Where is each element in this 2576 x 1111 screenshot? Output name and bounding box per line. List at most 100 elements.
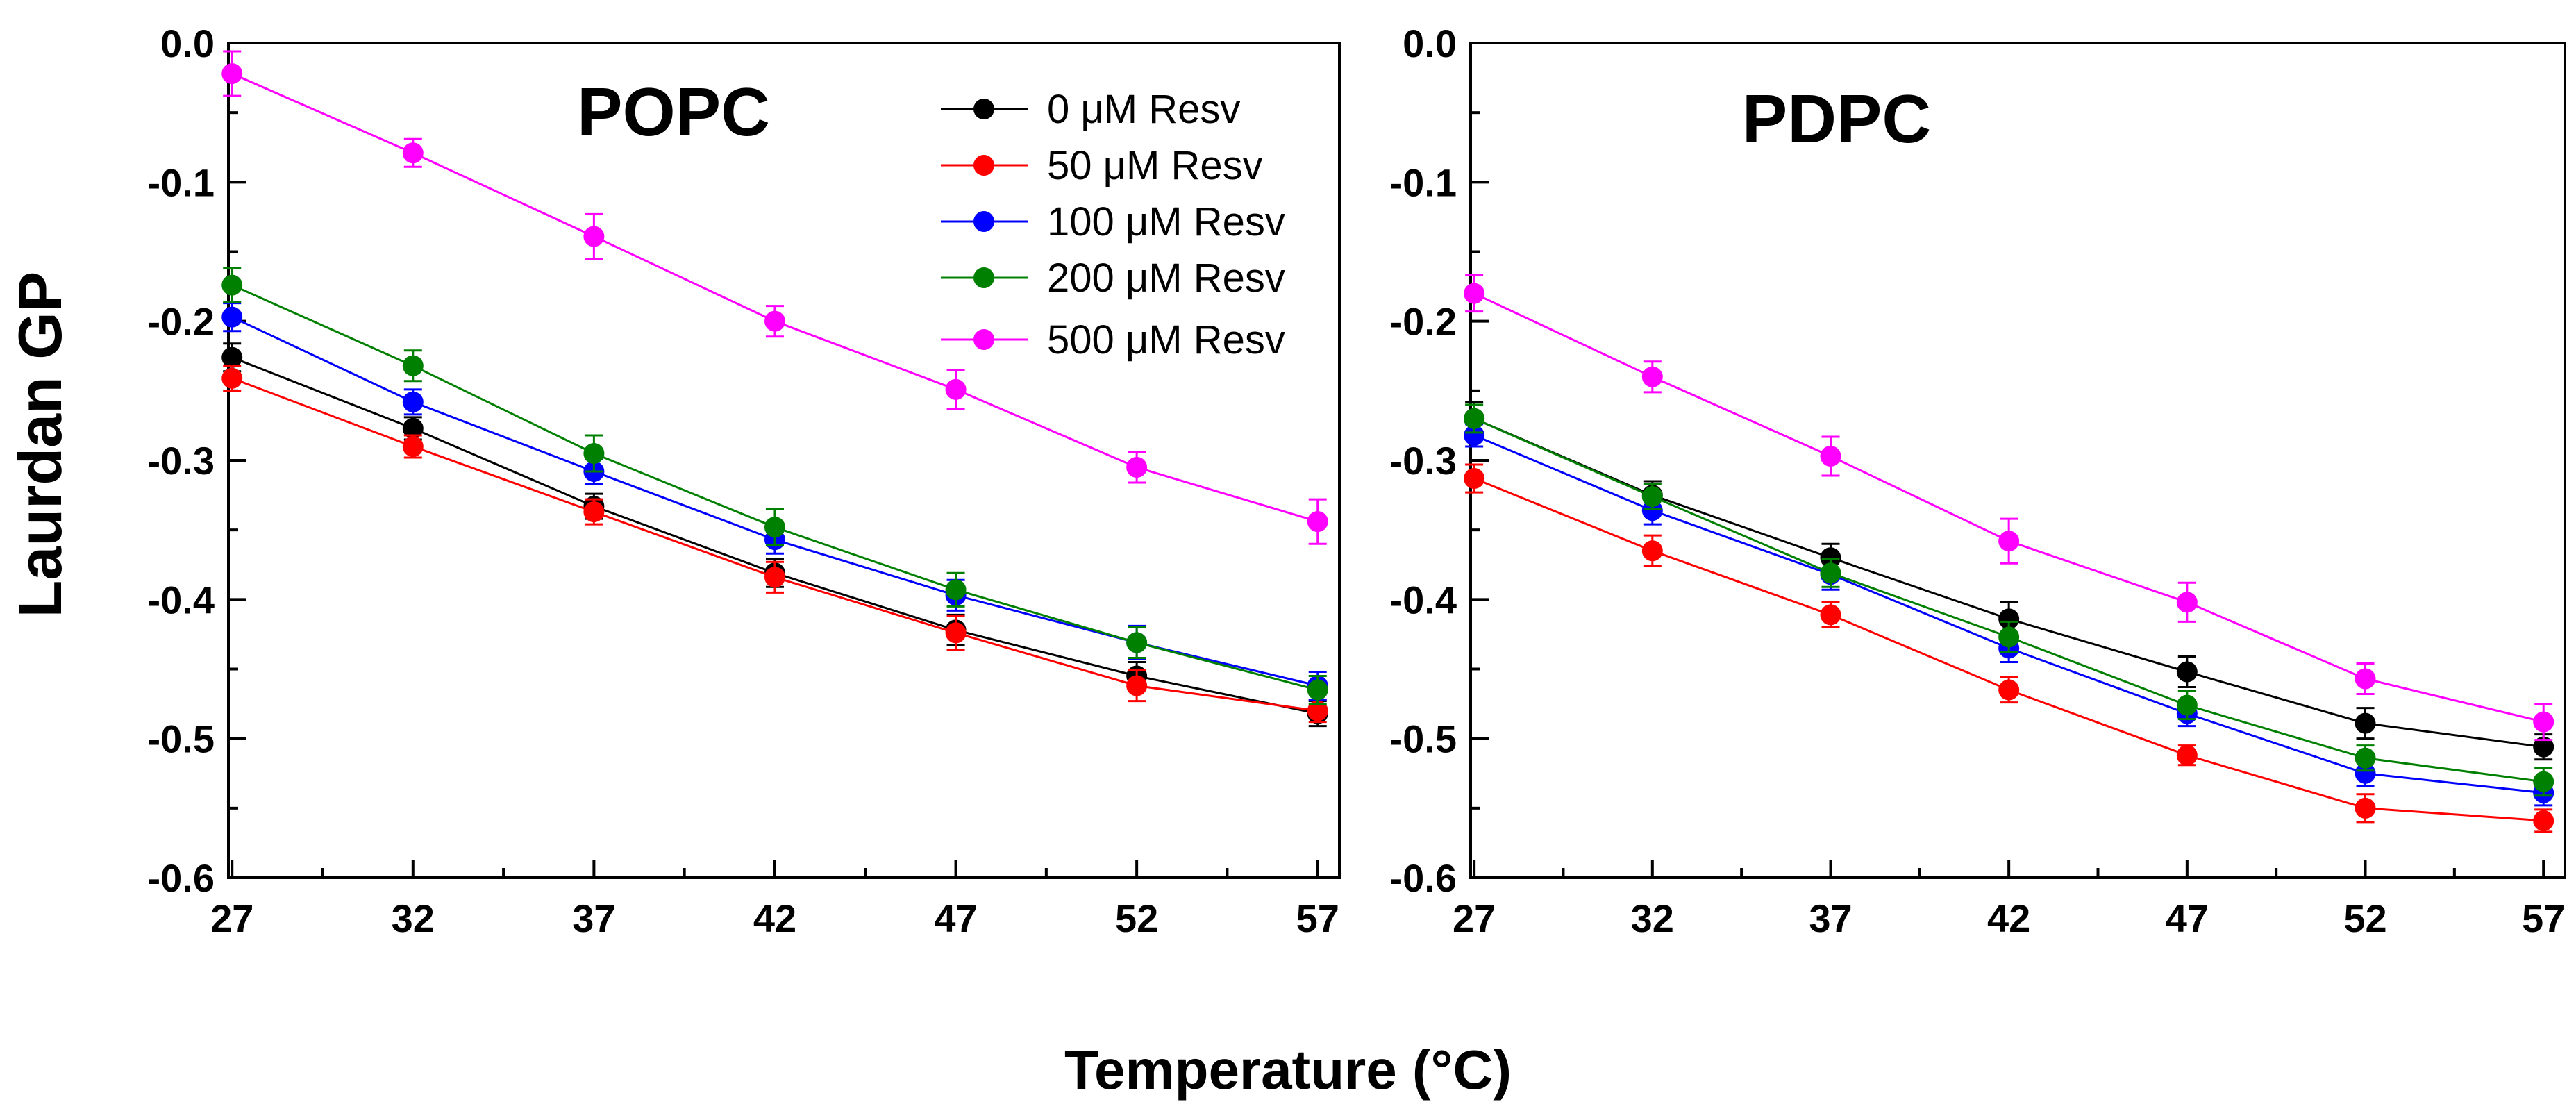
legend-label-500-resv: 500 μM Resv	[1047, 317, 1285, 362]
popc-point-50-m-resv	[1126, 675, 1148, 696]
x-axis-label: Temperature (°C)	[1064, 1039, 1512, 1101]
pdpc-x-tick-label: 37	[1809, 896, 1852, 940]
popc-x-tick-label: 37	[572, 896, 615, 940]
popc-y-tick-label: -0.6	[148, 856, 215, 900]
pdpc-panel: 27 32 37 42 47 52 57 0.0 -0.1 -0.2 -0.3 -0.4 -0.5 -0.…	[1390, 22, 2566, 940]
pdpc-point-50-m-resv	[2176, 744, 2198, 766]
pdpc-point-200-m-resv	[2176, 694, 2198, 716]
popc-x-tick-label: 27	[210, 896, 253, 940]
legend-marker-200-resv	[973, 267, 994, 288]
pdpc-point-50-m-resv	[1820, 604, 1841, 626]
pdpc-point-100-m-resv	[2355, 762, 2376, 784]
popc-point-500-m-resv	[945, 378, 967, 400]
pdpc-point-500-m-resv	[1820, 445, 1841, 467]
pdpc-point-0-m-resv	[2355, 712, 2376, 734]
popc-y-tick-label: -0.5	[148, 717, 215, 761]
popc-point-50-m-resv	[221, 367, 243, 389]
popc-point-500-m-resv	[583, 226, 605, 247]
pdpc-point-500-m-resv	[1998, 531, 2020, 552]
popc-y-tick-label: -0.3	[148, 439, 215, 483]
popc-point-50-m-resv	[945, 622, 967, 644]
pdpc-y-tick-label: -0.6	[1390, 856, 1457, 900]
legend-entry-50-resv: 50 μM Resv	[941, 143, 1263, 188]
pdpc-point-50-m-resv	[2355, 797, 2376, 819]
popc-point-500-m-resv	[402, 142, 424, 164]
legend-label-0-resv: 0 μM Resv	[1047, 87, 1240, 132]
legend-label-50-resv: 50 μM Resv	[1047, 143, 1263, 188]
legend-entry-200-resv: 200 μM Resv	[941, 256, 1285, 301]
popc-point-200-m-resv	[945, 579, 967, 601]
pdpc-x-tick-label: 42	[1987, 896, 2030, 940]
pdpc-y-tick-label: -0.3	[1390, 439, 1457, 483]
popc-y-tick-label: -0.1	[148, 160, 215, 204]
legend-entry-0-resv: 0 μM Resv	[941, 87, 1240, 132]
popc-point-200-m-resv	[764, 517, 785, 538]
pdpc-x-tick-label: 27	[1453, 896, 1496, 940]
pdpc-y-tick-label: 0.0	[1403, 22, 1457, 65]
popc-axis-ticks: 27 32 37 42 47 52 57 0.0 -0.1 -0.2 -0.3 -0.4 -0.5 -0.…	[148, 22, 1339, 940]
popc-point-50-m-resv	[1307, 700, 1328, 721]
pdpc-point-0-m-resv	[1998, 608, 2020, 630]
legend-label-100-resv: 100 μM Resv	[1047, 199, 1285, 244]
legend-marker-500-resv	[973, 329, 994, 350]
popc-point-500-m-resv	[764, 310, 785, 332]
popc-point-200-m-resv	[1126, 632, 1148, 653]
pdpc-y-tick-label: -0.4	[1390, 578, 1457, 621]
pdpc-point-50-m-resv	[2533, 810, 2554, 831]
legend-entry-500-resv: 500 μM Resv	[941, 317, 1285, 362]
legend: 0 μM Resv 50 μM Resv 100 μM Resv 200 μM …	[941, 87, 1285, 362]
popc-point-200-m-resv	[1307, 679, 1328, 701]
y-axis-label: Laurdan GP	[6, 272, 74, 618]
pdpc-x-tick-label: 52	[2343, 896, 2386, 940]
pdpc-series-group	[1464, 274, 2554, 833]
popc-point-100-m-resv	[221, 306, 243, 328]
popc-point-200-m-resv	[402, 355, 424, 376]
legend-marker-100-resv	[973, 211, 994, 232]
popc-x-tick-label: 57	[1296, 896, 1339, 940]
pdpc-point-500-m-resv	[2533, 711, 2554, 733]
popc-x-tick-label: 52	[1115, 896, 1158, 940]
popc-y-tick-label: 0.0	[160, 22, 215, 65]
pdpc-point-500-m-resv	[1641, 366, 1663, 387]
popc-x-tick-label: 47	[934, 896, 977, 940]
pdpc-point-500-m-resv	[2176, 592, 2198, 613]
popc-y-tick-label: -0.4	[148, 578, 215, 621]
pdpc-y-tick-label: -0.2	[1390, 300, 1457, 344]
pdpc-point-0-m-resv	[1820, 547, 1841, 569]
popc-point-500-m-resv	[221, 63, 243, 85]
popc-title: POPC	[577, 74, 770, 150]
popc-x-tick-label: 42	[753, 896, 796, 940]
popc-point-0-m-resv	[221, 346, 243, 368]
popc-point-50-m-resv	[764, 567, 785, 588]
pdpc-point-500-m-resv	[2355, 668, 2376, 690]
pdpc-x-tick-label: 32	[1631, 896, 1674, 940]
pdpc-point-100-m-resv	[1464, 424, 1485, 446]
pdpc-point-200-m-resv	[2533, 771, 2554, 792]
pdpc-x-tick-label: 57	[2522, 896, 2565, 940]
popc-y-tick-label: -0.2	[148, 300, 215, 344]
pdpc-point-200-m-resv	[2355, 747, 2376, 769]
pdpc-point-50-m-resv	[1998, 679, 2020, 701]
popc-point-500-m-resv	[1126, 457, 1148, 478]
pdpc-x-tick-label: 47	[2166, 896, 2209, 940]
legend-marker-50-resv	[973, 155, 994, 176]
pdpc-title: PDPC	[1742, 81, 1931, 157]
legend-entry-100-resv: 100 μM Resv	[941, 199, 1285, 244]
popc-point-500-m-resv	[1307, 511, 1328, 533]
pdpc-y-tick-label: -0.5	[1390, 717, 1457, 761]
popc-point-50-m-resv	[402, 435, 424, 457]
popc-point-0-m-resv	[402, 417, 424, 439]
pdpc-point-200-m-resv	[1464, 408, 1485, 429]
popc-point-50-m-resv	[583, 501, 605, 523]
popc-point-200-m-resv	[583, 442, 605, 464]
pdpc-point-0-m-resv	[2533, 736, 2554, 758]
pdpc-point-200-m-resv	[1820, 562, 1841, 584]
pdpc-point-50-m-resv	[1641, 540, 1663, 562]
pdpc-y-tick-label: -0.1	[1390, 160, 1457, 204]
legend-marker-0-resv	[973, 99, 994, 119]
popc-point-100-m-resv	[402, 391, 424, 412]
pdpc-point-200-m-resv	[1641, 486, 1663, 508]
legend-label-200-resv: 200 μM Resv	[1047, 256, 1285, 301]
